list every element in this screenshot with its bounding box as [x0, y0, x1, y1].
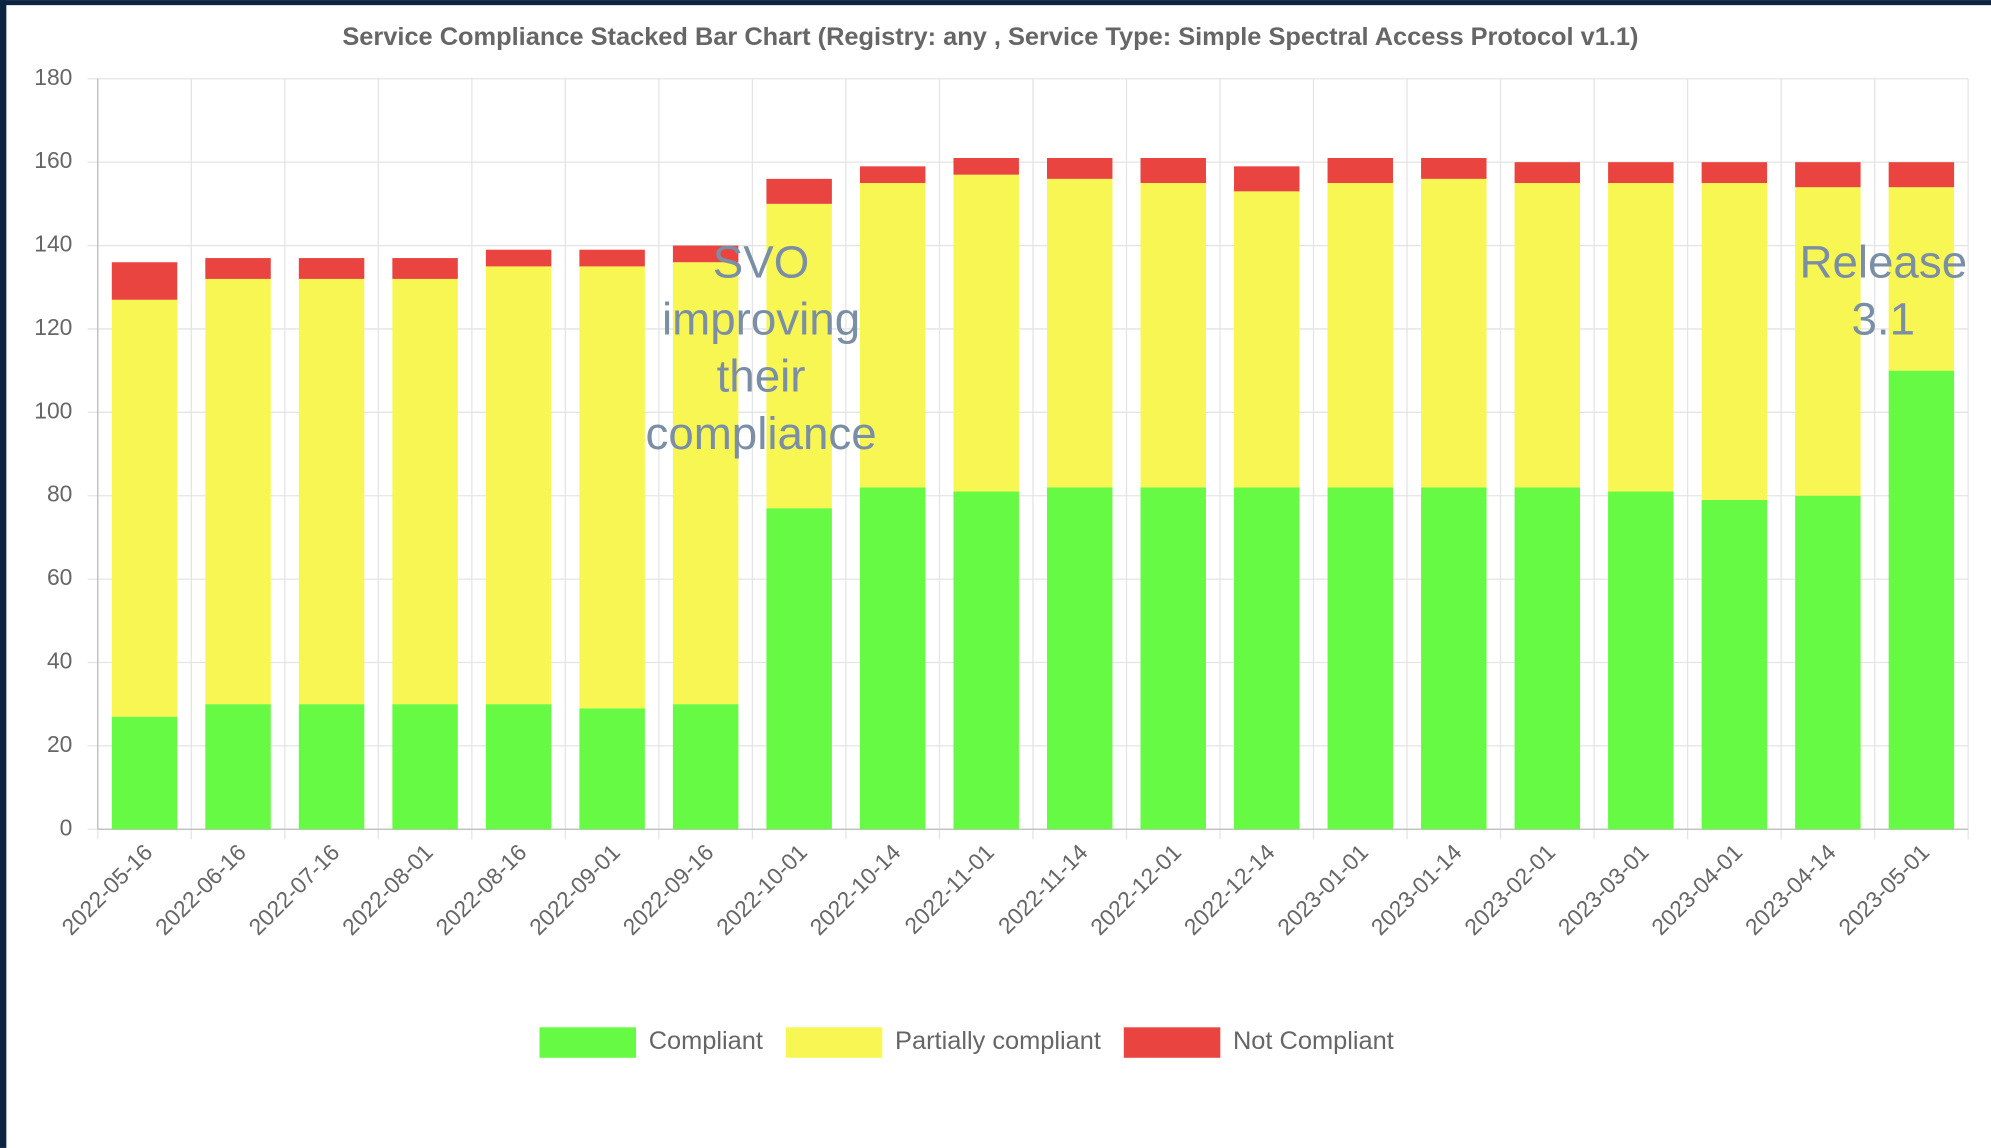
bar-segment — [1327, 158, 1394, 184]
y-tick-label: 0 — [60, 814, 73, 840]
legend-label: Not Compliant — [1233, 1027, 1394, 1055]
bar-segment — [298, 258, 365, 279]
frame-left — [0, 0, 7, 1148]
bar-segment — [1327, 487, 1394, 830]
y-tick-label: 100 — [34, 397, 72, 423]
bar-segment — [859, 183, 926, 488]
bar-segment — [953, 491, 1019, 830]
bar-segment — [766, 508, 832, 830]
bar-segment — [111, 299, 178, 717]
annotation-line: their — [717, 351, 806, 402]
bar-segment — [1046, 487, 1113, 830]
bar-segment — [672, 262, 739, 705]
chart-title: Service Compliance Stacked Bar Chart (Re… — [342, 23, 1638, 51]
bar-segment — [1421, 158, 1487, 179]
bar-segment — [485, 249, 552, 267]
annotation-line: compliance — [645, 408, 876, 459]
bar-segment — [672, 245, 739, 263]
bar-segment — [1888, 187, 1955, 371]
bar-segment — [579, 708, 645, 830]
legend: Compliant Partially compliant Not Complian… — [539, 1027, 1394, 1058]
bar-segment — [1701, 183, 1768, 500]
bar-segment — [672, 704, 739, 830]
bar-segment — [485, 704, 552, 830]
bar-segment — [1701, 162, 1768, 184]
annotation: Release 3.1 — [1799, 237, 1967, 345]
bar-segment — [111, 716, 178, 830]
legend-swatch — [1123, 1027, 1221, 1058]
bar-segment — [1514, 183, 1581, 488]
legend-swatch — [539, 1027, 637, 1058]
bar-segment — [1795, 187, 1861, 496]
bar-segment — [1514, 487, 1581, 830]
bar-segment — [859, 487, 926, 830]
y-tick-label: 80 — [47, 481, 72, 507]
y-tick-label: 140 — [34, 231, 72, 257]
bar-segment — [953, 174, 1019, 492]
bar-segment — [205, 704, 271, 830]
bar-segment — [392, 258, 458, 279]
bar-segment — [298, 278, 365, 705]
annotation: SVO improving their compliance — [645, 237, 876, 459]
bar-segment — [1701, 499, 1768, 830]
bar-segment — [766, 178, 832, 204]
annotation-line: SVO — [713, 237, 810, 288]
y-tick-label: 60 — [47, 564, 72, 590]
legend-swatch — [785, 1027, 883, 1058]
bar-segment — [1140, 158, 1206, 184]
annotation-line: improving — [662, 294, 860, 345]
annotation-line: Release — [1799, 237, 1967, 288]
bar-segment — [1234, 191, 1300, 488]
bar-segment — [1046, 178, 1113, 488]
bar-segment — [1421, 178, 1487, 488]
bar-segment — [1514, 162, 1581, 184]
y-tick-label: 120 — [34, 314, 72, 340]
bar-segment — [392, 704, 458, 830]
bar-segment — [766, 203, 832, 509]
bar-segment — [205, 258, 271, 279]
legend-label: Compliant — [649, 1027, 763, 1055]
bar-segment — [579, 266, 645, 709]
y-tick-label: 160 — [34, 147, 72, 173]
bar-segment — [1140, 183, 1206, 488]
y-tick-label: 40 — [47, 647, 72, 673]
bar-segment — [1608, 491, 1674, 830]
bar-segment — [859, 166, 926, 184]
bar-segment — [1888, 370, 1955, 830]
bar-segment — [1421, 487, 1487, 830]
bar-segment — [1234, 487, 1300, 830]
y-tick-label: 180 — [34, 64, 72, 90]
bar-segment — [205, 278, 271, 705]
bar-segment — [1795, 495, 1861, 830]
bar-segment — [1046, 158, 1113, 179]
bar-segment — [1888, 162, 1955, 188]
bar-segment — [1327, 183, 1394, 488]
bar-segment — [1795, 162, 1861, 188]
y-tick-label: 20 — [47, 731, 72, 757]
bar-segment — [111, 262, 178, 300]
annotation-line: 3.1 — [1852, 294, 1916, 345]
bar-segment — [392, 278, 458, 705]
bar-segment — [579, 249, 645, 267]
bar-segment — [485, 266, 552, 705]
legend-label: Partially compliant — [895, 1027, 1101, 1055]
bar-segment — [298, 704, 365, 830]
bar-segment — [1608, 162, 1674, 184]
bar-segment — [1608, 183, 1674, 492]
bar-segment — [1234, 166, 1300, 192]
bar-segment — [1140, 487, 1206, 830]
bar-segment — [953, 158, 1019, 175]
frame-top — [0, 0, 1991, 6]
